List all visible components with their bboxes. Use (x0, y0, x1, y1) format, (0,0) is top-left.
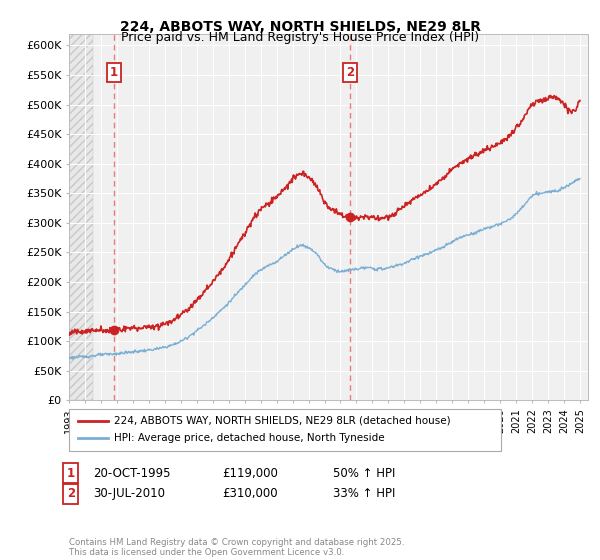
Text: 2: 2 (67, 487, 75, 501)
Text: 224, ABBOTS WAY, NORTH SHIELDS, NE29 8LR: 224, ABBOTS WAY, NORTH SHIELDS, NE29 8LR (119, 20, 481, 34)
Text: £119,000: £119,000 (222, 466, 278, 480)
Text: £310,000: £310,000 (222, 487, 278, 501)
Text: 20-OCT-1995: 20-OCT-1995 (93, 466, 170, 480)
Text: 50% ↑ HPI: 50% ↑ HPI (333, 466, 395, 480)
Text: 224, ABBOTS WAY, NORTH SHIELDS, NE29 8LR (detached house): 224, ABBOTS WAY, NORTH SHIELDS, NE29 8LR… (114, 416, 451, 426)
Text: Price paid vs. HM Land Registry's House Price Index (HPI): Price paid vs. HM Land Registry's House … (121, 31, 479, 44)
Text: 1: 1 (67, 466, 75, 480)
Text: 1: 1 (110, 66, 118, 78)
Text: 30-JUL-2010: 30-JUL-2010 (93, 487, 165, 501)
Bar (69, 34, 93, 400)
Text: HPI: Average price, detached house, North Tyneside: HPI: Average price, detached house, Nort… (114, 433, 385, 444)
Text: 33% ↑ HPI: 33% ↑ HPI (333, 487, 395, 501)
Text: 2: 2 (346, 66, 354, 78)
Text: Contains HM Land Registry data © Crown copyright and database right 2025.
This d: Contains HM Land Registry data © Crown c… (69, 538, 404, 557)
